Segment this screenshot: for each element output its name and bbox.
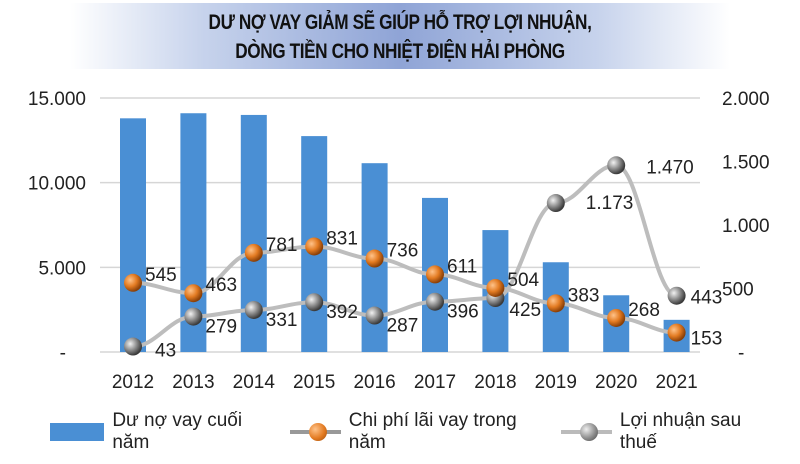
profit-point	[426, 292, 444, 311]
interest-data-label: 153	[691, 329, 723, 350]
interest-line	[132, 244, 677, 335]
right-tick-label: -	[738, 343, 744, 364]
x-tick-label: 2015	[293, 372, 335, 393]
x-tick-label: 2014	[233, 372, 276, 393]
interest-data-label: 545	[145, 265, 177, 286]
interest-point	[426, 265, 444, 284]
legend-item-interest: Chi phí lãi vay trong năm	[290, 410, 539, 454]
legend-label: Chi phí lãi vay trong năm	[348, 410, 517, 453]
profit-point	[546, 194, 565, 213]
interest-point	[546, 294, 565, 313]
right-tick-label: 1.000	[722, 216, 770, 237]
right-tick-label: 500	[722, 280, 754, 301]
x-tick-label: 2019	[535, 372, 577, 393]
profit-data-label: 331	[266, 310, 298, 331]
chart-title: DƯ NỢ VAY GIẢM SẼ GIÚP HỖ TRỢ LỢI NHUẬN,…	[70, 3, 730, 69]
profit-data-label: 1.173	[586, 193, 634, 214]
profit-point	[365, 306, 384, 325]
interest-data-label: 736	[387, 241, 419, 262]
interest-point	[607, 308, 626, 327]
x-tick-label: 2013	[172, 372, 214, 393]
x-tick-label: 2016	[353, 372, 395, 393]
interest-data-label: 504	[507, 270, 539, 291]
profit-point	[667, 286, 686, 305]
right-tick-label: 1.500	[722, 153, 770, 174]
interest-point	[365, 249, 384, 268]
left-tick-label: -	[60, 343, 66, 364]
interest-data-label: 463	[205, 275, 237, 296]
legend-swatch-orange-line	[290, 423, 341, 441]
interest-data-label: 383	[568, 285, 600, 306]
chart-title-line-1: DƯ NỢ VAY GIẢM SẼ GIÚP HỖ TRỢ LỢI NHUẬN,	[208, 11, 592, 34]
interest-data-label: 831	[326, 228, 358, 249]
x-tick-label: 2020	[595, 372, 637, 393]
interest-point	[184, 284, 203, 303]
interest-point	[667, 323, 686, 342]
profit-point	[124, 337, 142, 356]
interest-point	[244, 243, 263, 262]
interest-data-label: 781	[266, 235, 298, 256]
x-tick-label: 2017	[414, 372, 456, 393]
profit-data-label: 1.470	[646, 157, 694, 178]
legend-swatch-bar	[50, 423, 105, 441]
interest-point	[124, 273, 142, 292]
legend-item-profit: Lợi nhuận sau thuế	[561, 410, 768, 454]
profit-data-label: 396	[447, 302, 479, 323]
profit-point	[607, 156, 626, 175]
profit-data-label: 279	[205, 317, 237, 338]
legend-swatch-gray-line	[561, 423, 612, 441]
interest-point	[305, 237, 324, 256]
profit-point	[305, 293, 324, 312]
profit-data-label: 43	[155, 341, 176, 362]
bar	[120, 118, 146, 352]
interest-point	[486, 278, 505, 297]
right-tick-label: 2.000	[722, 89, 770, 110]
legend-label: Lợi nhuận sau thuế	[619, 410, 742, 453]
profit-point	[244, 300, 263, 319]
profit-data-label: 443	[691, 288, 723, 309]
left-tick-label: 10.000	[28, 174, 86, 195]
x-tick-label: 2021	[655, 372, 697, 393]
left-tick-label: 15.000	[28, 89, 86, 110]
profit-data-label: 392	[326, 302, 358, 323]
x-tick-label: 2012	[112, 372, 154, 393]
x-tick-label: 2018	[474, 372, 516, 393]
profit-data-label: 287	[387, 316, 419, 337]
profit-point	[184, 307, 203, 326]
legend: Dư nợ vay cuối năm Chi phí lãi vay trong…	[50, 410, 790, 454]
left-tick-label: 5.000	[38, 258, 86, 279]
legend-item-debt: Dư nợ vay cuối năm	[50, 410, 268, 454]
chart-title-line-2: DÒNG TIỀN CHO NHIỆT ĐIỆN HẢI PHÒNG	[235, 40, 565, 63]
interest-data-label: 268	[628, 300, 660, 321]
profit-data-label: 425	[509, 300, 541, 321]
interest-data-label: 611	[447, 256, 477, 277]
legend-label: Dư nợ vay cuối năm	[112, 410, 243, 453]
